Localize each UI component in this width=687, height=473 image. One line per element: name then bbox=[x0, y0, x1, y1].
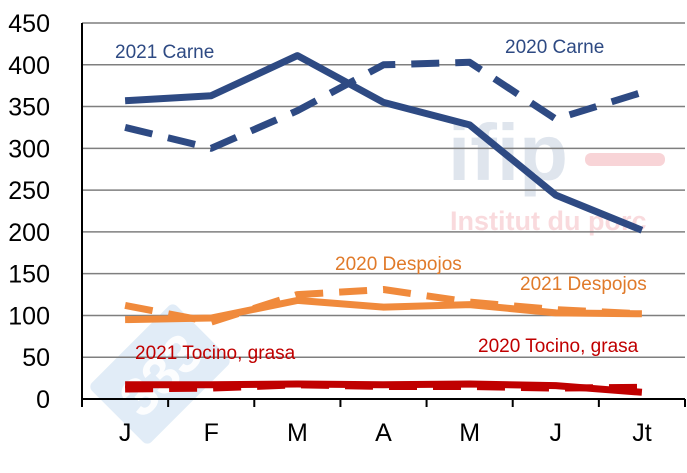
series-line-3 bbox=[124, 286, 643, 326]
x-tick-label-5: J bbox=[550, 419, 563, 447]
y-axis-tick-labels: 0 50 100 150 200 250 300 350 400 450 bbox=[8, 10, 50, 414]
annotation-3: 2021 Despojos bbox=[520, 274, 647, 295]
y-tick-label-100: 100 bbox=[8, 302, 50, 330]
watermark-logo-bar bbox=[585, 153, 665, 166]
x-tick-label-6: Jt bbox=[632, 419, 652, 447]
annotation-4: 2021 Tocino, grasa bbox=[135, 343, 296, 364]
annotation-5: 2020 Tocino, grasa bbox=[478, 336, 639, 357]
x-tick-label-2: M bbox=[287, 419, 308, 447]
x-axis-tick-labels: J F M A M J Jt bbox=[119, 419, 652, 447]
x-tick-label-3: A bbox=[375, 419, 392, 447]
series-line-0 bbox=[124, 52, 644, 234]
x-tick-label-1: F bbox=[204, 419, 219, 447]
y-tick-label-200: 200 bbox=[8, 219, 50, 247]
annotation-1: 2020 Carne bbox=[505, 37, 604, 58]
series-line-2 bbox=[125, 296, 642, 324]
y-tick-label-250: 250 bbox=[8, 177, 50, 205]
axes bbox=[81, 23, 686, 407]
y-tick-label-150: 150 bbox=[8, 261, 50, 289]
series-line-1 bbox=[124, 58, 643, 152]
y-tick-label-450: 450 bbox=[8, 10, 50, 38]
y-tick-label-400: 400 bbox=[8, 52, 50, 80]
y-tick-label-300: 300 bbox=[8, 135, 50, 163]
annotation-2: 2020 Despojos bbox=[335, 254, 462, 275]
y-tick-label-50: 50 bbox=[22, 344, 50, 372]
y-tick-label-0: 0 bbox=[36, 386, 50, 414]
x-tick-label-4: M bbox=[459, 419, 480, 447]
series-line-4 bbox=[125, 380, 643, 396]
y-tick-label-350: 350 bbox=[8, 94, 50, 122]
series-annotations: 2021 Carne 2020 Carne 2020 Despojos 2021 De… bbox=[115, 37, 647, 364]
annotation-0: 2021 Carne bbox=[115, 42, 214, 63]
x-tick-label-0: J bbox=[119, 419, 132, 447]
series-lines bbox=[124, 52, 644, 396]
